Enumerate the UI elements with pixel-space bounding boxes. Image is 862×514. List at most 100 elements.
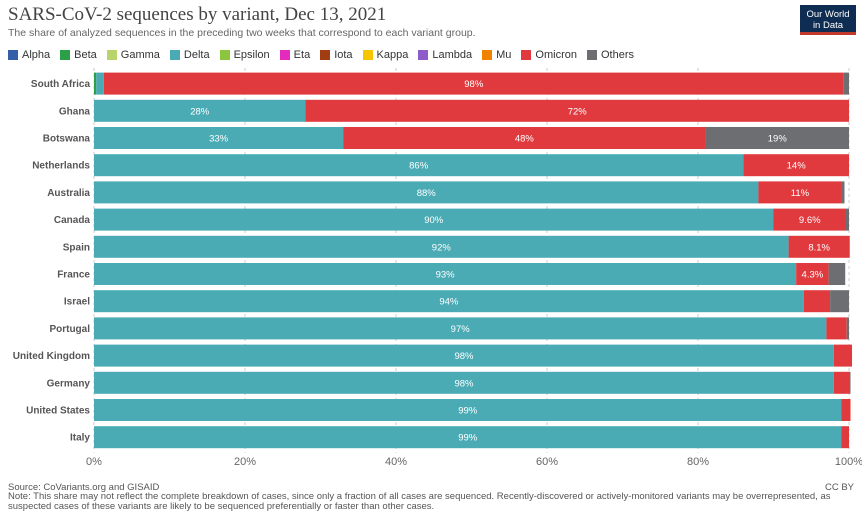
legend-label: Mu [496, 49, 512, 61]
chart-subtitle: The share of analyzed sequences in the p… [8, 27, 476, 39]
legend-item-epsilon[interactable]: Epsilon [219, 49, 270, 61]
bar-segment-delta [94, 181, 759, 204]
bar-segment-others [849, 371, 851, 394]
data-label: 97% [451, 324, 471, 335]
legend-label: Omicron [535, 49, 577, 61]
bar-segment-others [841, 181, 845, 204]
data-label: 88% [417, 188, 437, 199]
bar-segment-others [705, 127, 849, 149]
bar-segment-delta [94, 99, 306, 122]
category-label: Ghana [59, 106, 91, 117]
bar-segment-delta [94, 154, 744, 177]
owid-logo[interactable]: Our World in Data [800, 5, 856, 35]
logo-accent-bar [800, 32, 856, 35]
legend-item-omicron[interactable]: Omicron [521, 49, 577, 61]
legend-swatch [320, 50, 331, 60]
legend-item-mu[interactable]: Mu [482, 49, 511, 61]
bar-segment-omicron [826, 317, 847, 340]
legend-swatch [279, 50, 290, 60]
data-label: 72% [568, 106, 588, 117]
category-label: Israel [64, 297, 90, 308]
legend-item-kappa[interactable]: Kappa [362, 49, 408, 61]
data-label: 11% [791, 188, 810, 199]
category-label: South Africa [31, 79, 91, 90]
legend-item-lambda[interactable]: Lambda [418, 49, 472, 61]
bar-segment-omicron [103, 72, 844, 95]
chart-legend: Alpha Beta Gamma Delta Epsilon Eta Iota Kappa La… [8, 47, 644, 63]
legend-label: Iota [334, 49, 353, 61]
legend-item-alpha[interactable]: Alpha [8, 49, 50, 61]
bar-segment-beta [94, 72, 97, 95]
data-label: 48% [515, 134, 535, 145]
data-label: 86% [409, 161, 429, 172]
legend-swatch [8, 50, 18, 60]
bar-segment-omicron [758, 181, 842, 204]
legend-label: Lambda [432, 49, 473, 61]
bar-segment-delta [94, 208, 774, 231]
bar-segment-omicron [343, 127, 706, 149]
legend-swatch [521, 50, 532, 60]
legend-item-gamma[interactable]: Gamma [106, 49, 160, 61]
data-label: 4.3% [802, 270, 824, 281]
bar-segment-omicron [743, 154, 849, 177]
legend-label: Beta [74, 49, 97, 61]
legend-item-eta[interactable]: Eta [279, 49, 311, 61]
data-label: 92% [432, 242, 452, 253]
bar-segment-delta [96, 72, 104, 95]
bar-segment-omicron [841, 399, 851, 421]
bar-segment-omicron [788, 235, 850, 258]
data-label: 98% [454, 351, 474, 362]
legend-swatch [60, 50, 71, 60]
chart-title: SARS-CoV-2 sequences by variant, Dec 13,… [8, 4, 387, 25]
data-label: 94% [439, 297, 459, 308]
bar-segment-delta [94, 371, 834, 394]
license-link[interactable]: CC BY [824, 482, 854, 493]
bar-segment-omicron [305, 99, 849, 122]
source-text: Source: CoVariants.org and GISAID [8, 482, 160, 493]
bar-segment-omicron [833, 371, 849, 394]
legend-swatch [418, 50, 429, 60]
data-label: 99% [458, 406, 478, 417]
legend-label: Delta [183, 49, 210, 61]
bar-segment-omicron [841, 426, 849, 449]
bar-segment-others [843, 72, 849, 95]
legend-item-others[interactable]: Others [586, 49, 634, 61]
bar-segment-others [828, 263, 846, 285]
bar-segment-others [846, 317, 849, 340]
bar-segment-delta [94, 399, 842, 421]
legend-label: Gamma [120, 49, 160, 61]
logo-line-2: in Data [812, 20, 844, 31]
data-label: 99% [458, 433, 478, 444]
category-label: Italy [70, 433, 90, 444]
x-tick-label: 100% [835, 456, 862, 468]
legend-swatch [219, 50, 230, 60]
category-label: France [57, 270, 90, 281]
bar-segment-delta [94, 317, 827, 340]
data-label: 9.6% [799, 215, 821, 226]
bar-segment-omicron [833, 344, 853, 367]
bar-segment-delta [94, 235, 789, 258]
legend-swatch [362, 50, 373, 60]
category-label: United States [26, 406, 90, 417]
category-label: Portugal [49, 324, 90, 335]
category-label: Spain [63, 242, 90, 253]
legend-item-iota[interactable]: Iota [320, 49, 353, 61]
legend-swatch [586, 50, 597, 60]
bar-segment-omicron [773, 208, 846, 231]
category-label: Netherlands [32, 161, 90, 172]
legend-item-delta[interactable]: Delta [169, 49, 210, 61]
data-label: 28% [190, 106, 210, 117]
data-label: 33% [209, 134, 229, 145]
legend-item-beta[interactable]: Beta [60, 49, 97, 61]
legend-swatch [482, 50, 493, 60]
legend-swatch [169, 50, 180, 60]
data-label: 19% [768, 134, 788, 145]
bar-segment-delta [94, 344, 834, 367]
data-label: 93% [436, 270, 456, 281]
category-label: United Kingdom [13, 351, 90, 362]
category-label: Germany [47, 378, 91, 389]
bar-segment-delta [94, 290, 804, 313]
bar-segment-delta [94, 263, 797, 285]
legend-label: Alpha [22, 49, 51, 61]
legend-label: Eta [293, 49, 311, 61]
